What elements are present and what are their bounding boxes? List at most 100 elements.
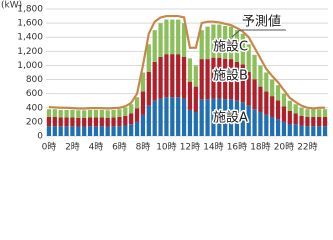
bar-segment — [275, 85, 281, 101]
bar-segment — [111, 117, 116, 127]
bar-segment — [99, 109, 104, 118]
bar-segment — [158, 98, 163, 136]
bar-segment — [46, 116, 52, 127]
bar-segment — [187, 58, 193, 82]
bar-segment — [70, 126, 75, 136]
bar-segment — [317, 116, 322, 127]
y-tick-label: 1,800 — [17, 5, 43, 15]
y-tick-label: 400 — [26, 103, 43, 113]
bar-segment — [123, 125, 128, 136]
bar-segment — [76, 126, 81, 136]
x-tick-label: 14時 — [203, 142, 223, 153]
x-tick-label: 2時 — [65, 142, 80, 153]
bar-segment — [117, 109, 122, 117]
bar-segment — [217, 24, 222, 58]
bar-segment — [246, 44, 251, 72]
bar-segment — [87, 117, 93, 127]
bar-segment — [252, 109, 257, 136]
bar-segment — [117, 116, 122, 127]
bar-segment — [217, 57, 222, 99]
bar-segment — [164, 54, 169, 98]
bar-segment — [152, 30, 157, 62]
bar-segment — [176, 19, 181, 55]
bar-segment — [252, 54, 257, 80]
bar-segment — [193, 112, 198, 136]
bar-segment — [176, 54, 181, 98]
bar-segment — [76, 110, 81, 118]
x-tick-label: 8時 — [136, 142, 151, 153]
bar-segment — [246, 71, 251, 106]
bar-segment — [305, 126, 310, 136]
bar-segment — [311, 126, 316, 136]
bar-segment — [205, 59, 210, 100]
bar-segment — [199, 59, 204, 100]
bar-segment — [223, 58, 228, 100]
bar-segment — [70, 117, 75, 127]
bar-segment — [123, 107, 128, 116]
bar-segment — [240, 64, 245, 103]
bar-segment — [146, 105, 151, 136]
bar-segment — [123, 115, 128, 126]
y-tick-label: 600 — [26, 89, 43, 99]
bar-segment — [129, 113, 134, 125]
bar-segment — [87, 126, 93, 136]
bar-segment — [87, 109, 93, 118]
bar-segment — [234, 30, 240, 62]
bar-segment — [317, 109, 322, 117]
bar-segment — [111, 109, 116, 118]
bar-segment — [76, 117, 81, 127]
bar-segment — [193, 65, 198, 87]
bar-segment — [170, 19, 175, 55]
bar-segment — [281, 93, 287, 107]
bar-segment — [140, 91, 146, 115]
bar-segment — [270, 96, 275, 117]
bar-segment — [152, 100, 157, 136]
bar-segment — [82, 110, 87, 118]
bar-segment — [158, 56, 163, 99]
bar-segment — [176, 97, 181, 136]
bar-segment — [223, 99, 228, 136]
bar-segment — [240, 102, 245, 136]
x-tick-label: 22時 — [297, 142, 317, 153]
bar-segment — [99, 117, 104, 127]
bar-segment — [187, 109, 193, 136]
bar-segment — [58, 117, 63, 127]
bar-segment — [228, 59, 234, 100]
bar-segment — [93, 117, 99, 127]
chart: (kW) 0 200 400 600 800 1,000 1,200 1,400 1,600 1,… — [1, 1, 328, 153]
bar-segment — [52, 109, 57, 117]
bar-segment — [134, 97, 140, 109]
bar-segment — [187, 81, 193, 110]
x-tick-label: 10時 — [156, 142, 176, 153]
bar-segment — [299, 107, 304, 116]
bar-segment — [281, 121, 287, 136]
bar-segment — [264, 91, 269, 115]
bar-segment — [58, 109, 63, 118]
bar-segment — [164, 19, 169, 55]
y-tick-label: 200 — [26, 117, 43, 127]
bar-segment — [228, 99, 234, 136]
bar-segment — [217, 98, 222, 136]
bar-segment — [105, 126, 110, 136]
bar-segment — [299, 125, 304, 136]
bar-segment — [152, 61, 157, 101]
bar-segment — [264, 114, 269, 136]
bar-segment — [129, 104, 134, 114]
unit-label: (kW) — [1, 1, 22, 11]
bar-segment — [99, 126, 104, 136]
bar-segment — [146, 71, 151, 106]
bar-segment — [252, 79, 257, 110]
bar-segment — [258, 65, 263, 87]
bar-segment — [105, 117, 110, 127]
x-tick-label: 18時 — [250, 142, 270, 153]
bar-segment — [228, 26, 234, 60]
y-tick-label: 1,400 — [17, 33, 43, 43]
bar-segment — [58, 126, 63, 136]
bar-segment — [240, 33, 245, 65]
bar-segment — [258, 86, 263, 113]
bar-segment — [275, 100, 281, 120]
bar-segment — [299, 115, 304, 126]
bar-segment — [64, 117, 69, 127]
bar-segment — [193, 86, 198, 113]
series-label: 施設B — [213, 68, 248, 84]
